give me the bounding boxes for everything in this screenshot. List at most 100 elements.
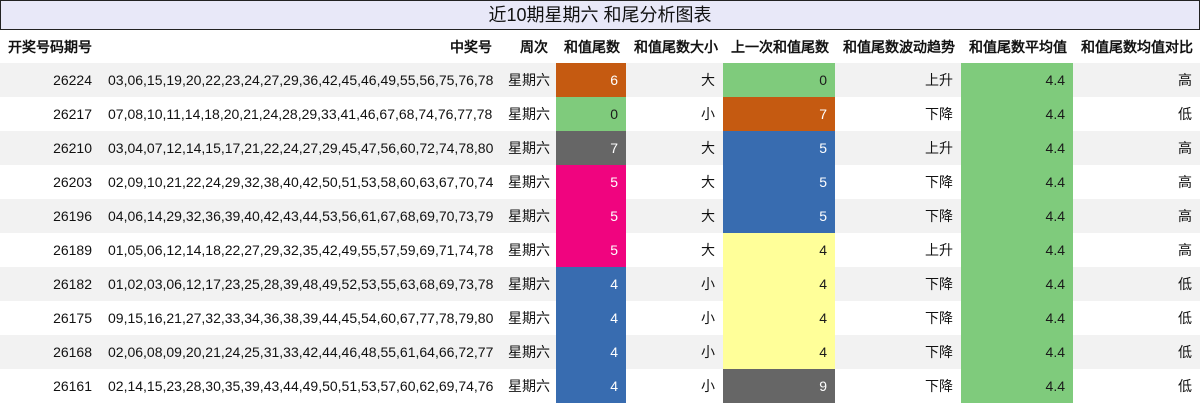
cell-issue: 26161	[0, 369, 100, 403]
cell-trend: 下降	[835, 267, 961, 301]
cell-weekday: 星期六	[500, 199, 556, 233]
cell-weekday: 星期六	[500, 267, 556, 301]
table-row: 26217 07,08,10,11,14,18,20,21,24,28,29,33…	[0, 97, 1200, 131]
header-row: 开奖号码期号 中奖号 周次 和值尾数 和值尾数大小 上一次和值尾数 和值尾数波动…	[0, 30, 1200, 63]
cell-prev-tail: 0	[723, 63, 835, 97]
cell-numbers: 01,05,06,12,14,18,22,27,29,32,35,42,49,5…	[100, 233, 500, 267]
cell-size: 小	[626, 301, 723, 335]
cell-issue: 26210	[0, 131, 100, 165]
cell-issue: 26168	[0, 335, 100, 369]
table-row: 26224 03,06,15,19,20,22,23,24,27,29,36,42…	[0, 63, 1200, 97]
header-tail: 和值尾数	[556, 30, 626, 63]
cell-size: 大	[626, 233, 723, 267]
cell-size: 大	[626, 131, 723, 165]
cell-average: 4.4	[961, 301, 1073, 335]
cell-numbers: 02,09,10,21,22,24,29,32,38,40,42,50,51,5…	[100, 165, 500, 199]
cell-trend: 下降	[835, 335, 961, 369]
cell-numbers: 07,08,10,11,14,18,20,21,24,28,29,33,41,4…	[100, 97, 500, 131]
cell-compare: 高	[1073, 131, 1200, 165]
cell-tail: 6	[556, 63, 626, 97]
cell-compare: 高	[1073, 63, 1200, 97]
cell-issue: 26224	[0, 63, 100, 97]
cell-numbers: 01,02,03,06,12,17,23,25,28,39,48,49,52,5…	[100, 267, 500, 301]
cell-trend: 上升	[835, 233, 961, 267]
cell-weekday: 星期六	[500, 233, 556, 267]
cell-size: 大	[626, 199, 723, 233]
cell-issue: 26189	[0, 233, 100, 267]
table-row: 26168 02,06,08,09,20,21,24,25,31,33,42,44…	[0, 335, 1200, 369]
cell-tail: 0	[556, 97, 626, 131]
cell-average: 4.4	[961, 131, 1073, 165]
table-row: 26161 02,14,15,23,28,30,35,39,43,44,49,50…	[0, 369, 1200, 403]
cell-issue: 26196	[0, 199, 100, 233]
cell-trend: 下降	[835, 301, 961, 335]
cell-numbers: 04,06,14,29,32,36,39,40,42,43,44,53,56,6…	[100, 199, 500, 233]
header-issue: 开奖号码期号	[0, 30, 100, 63]
cell-compare: 低	[1073, 267, 1200, 301]
cell-weekday: 星期六	[500, 131, 556, 165]
cell-tail: 4	[556, 335, 626, 369]
cell-tail: 5	[556, 165, 626, 199]
cell-compare: 高	[1073, 199, 1200, 233]
tail-analysis-table: 开奖号码期号 中奖号 周次 和值尾数 和值尾数大小 上一次和值尾数 和值尾数波动…	[0, 30, 1200, 403]
cell-prev-tail: 4	[723, 267, 835, 301]
table-row: 26182 01,02,03,06,12,17,23,25,28,39,48,49…	[0, 267, 1200, 301]
cell-numbers: 02,06,08,09,20,21,24,25,31,33,42,44,46,4…	[100, 335, 500, 369]
table-row: 26203 02,09,10,21,22,24,29,32,38,40,42,50…	[0, 165, 1200, 199]
cell-compare: 低	[1073, 335, 1200, 369]
cell-size: 大	[626, 63, 723, 97]
table-row: 26196 04,06,14,29,32,36,39,40,42,43,44,53…	[0, 199, 1200, 233]
cell-tail: 4	[556, 301, 626, 335]
cell-average: 4.4	[961, 369, 1073, 403]
cell-prev-tail: 5	[723, 165, 835, 199]
cell-average: 4.4	[961, 233, 1073, 267]
header-trend: 和值尾数波动趋势	[835, 30, 961, 63]
cell-average: 4.4	[961, 199, 1073, 233]
cell-compare: 低	[1073, 301, 1200, 335]
cell-size: 大	[626, 165, 723, 199]
cell-compare: 低	[1073, 97, 1200, 131]
header-prev-tail: 上一次和值尾数	[723, 30, 835, 63]
cell-weekday: 星期六	[500, 301, 556, 335]
cell-weekday: 星期六	[500, 369, 556, 403]
cell-tail: 4	[556, 267, 626, 301]
cell-tail: 5	[556, 233, 626, 267]
cell-compare: 高	[1073, 233, 1200, 267]
header-weekday: 周次	[500, 30, 556, 63]
header-size: 和值尾数大小	[626, 30, 723, 63]
page-title: 近10期星期六 和尾分析图表	[0, 0, 1200, 30]
cell-weekday: 星期六	[500, 165, 556, 199]
table-row: 26175 09,15,16,21,27,32,33,34,36,38,39,44…	[0, 301, 1200, 335]
cell-size: 小	[626, 267, 723, 301]
header-numbers: 中奖号	[100, 30, 500, 63]
cell-weekday: 星期六	[500, 97, 556, 131]
cell-numbers: 02,14,15,23,28,30,35,39,43,44,49,50,51,5…	[100, 369, 500, 403]
cell-compare: 低	[1073, 369, 1200, 403]
cell-size: 小	[626, 335, 723, 369]
cell-tail: 7	[556, 131, 626, 165]
table-body: 26224 03,06,15,19,20,22,23,24,27,29,36,42…	[0, 63, 1200, 403]
cell-trend: 下降	[835, 97, 961, 131]
cell-weekday: 星期六	[500, 335, 556, 369]
cell-trend: 上升	[835, 63, 961, 97]
cell-trend: 上升	[835, 131, 961, 165]
cell-prev-tail: 5	[723, 199, 835, 233]
cell-trend: 下降	[835, 165, 961, 199]
header-compare: 和值尾数均值对比	[1073, 30, 1200, 63]
cell-prev-tail: 9	[723, 369, 835, 403]
cell-prev-tail: 5	[723, 131, 835, 165]
cell-size: 小	[626, 97, 723, 131]
header-average: 和值尾数平均值	[961, 30, 1073, 63]
cell-prev-tail: 4	[723, 233, 835, 267]
cell-numbers: 03,06,15,19,20,22,23,24,27,29,36,42,45,4…	[100, 63, 500, 97]
cell-compare: 高	[1073, 165, 1200, 199]
cell-issue: 26203	[0, 165, 100, 199]
cell-tail: 4	[556, 369, 626, 403]
cell-average: 4.4	[961, 335, 1073, 369]
cell-average: 4.4	[961, 165, 1073, 199]
cell-weekday: 星期六	[500, 63, 556, 97]
cell-average: 4.4	[961, 267, 1073, 301]
cell-prev-tail: 4	[723, 335, 835, 369]
cell-numbers: 03,04,07,12,14,15,17,21,22,24,27,29,45,4…	[100, 131, 500, 165]
cell-average: 4.4	[961, 97, 1073, 131]
